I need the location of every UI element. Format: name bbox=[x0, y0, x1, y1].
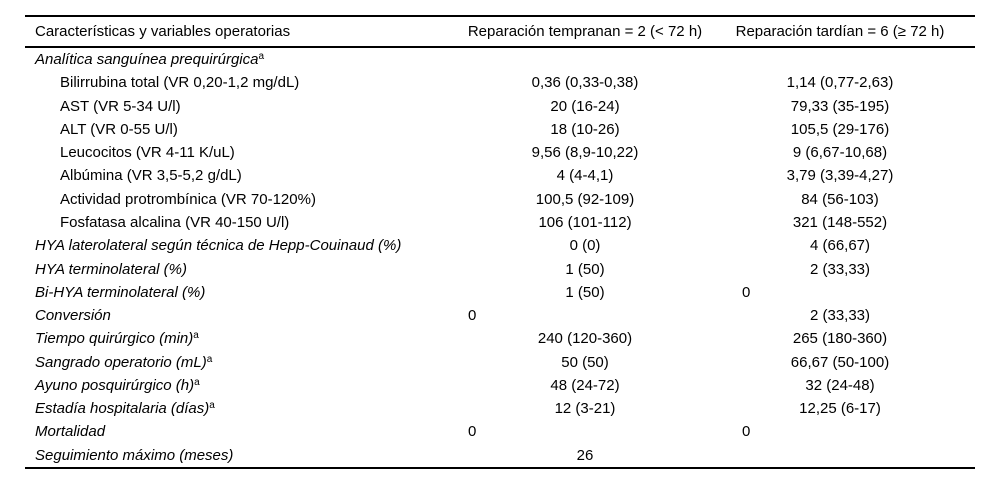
value-early: 4 (4-4,1) bbox=[556, 167, 614, 185]
row-label: Fosfatasa alcalina (VR 40-150 U/l) bbox=[60, 213, 290, 231]
value-early: 0 bbox=[468, 423, 477, 441]
table-row: Fosfatasa alcalina (VR 40-150 U/l) 106 (… bbox=[25, 211, 975, 234]
operative-variables-table: Características y variables operatorias … bbox=[25, 15, 975, 469]
table-header-row: Características y variables operatorias … bbox=[25, 15, 975, 48]
value-late: 32 (24-48) bbox=[805, 376, 875, 394]
row-label: Bilirrubina total (VR 0,20-1,2 mg/dL) bbox=[60, 74, 300, 92]
row-label: HYA laterolateral según técnica de Hepp-… bbox=[35, 237, 402, 255]
row-label: Ayuno posquirúrgico (h)a bbox=[35, 376, 200, 394]
value-late: 1,14 (0,77-2,63) bbox=[786, 74, 894, 92]
value-early: 20 (16-24) bbox=[550, 97, 620, 115]
row-label: Actividad protrombínica (VR 70-120%) bbox=[60, 190, 316, 208]
value-late: 3,79 (3,39-4,27) bbox=[786, 167, 894, 185]
value-late: 4 (66,67) bbox=[809, 237, 871, 255]
value-early: 0 bbox=[468, 307, 477, 325]
column-header-late-repair: Reparación tardían = 6 (≥ 72 h) bbox=[735, 23, 945, 40]
value-early: 1 (50) bbox=[565, 260, 605, 278]
row-label: Seguimiento máximo (meses) bbox=[35, 446, 234, 464]
footnote-marker: a bbox=[194, 376, 200, 388]
row-label: Leucocitos (VR 4-11 K/uL) bbox=[60, 144, 235, 162]
value-early: 100,5 (92-109) bbox=[535, 190, 635, 208]
footnote-marker: a bbox=[258, 51, 265, 63]
row-label: Analítica sanguínea prequirúrgicaa bbox=[35, 51, 265, 69]
table-row: Mortalidad 0 0 bbox=[25, 420, 975, 443]
value-late: 66,67 (50-100) bbox=[790, 353, 890, 371]
table-row: Conversión 0 2 (33,33) bbox=[25, 304, 975, 327]
value-late: 79,33 (35-195) bbox=[790, 97, 890, 115]
value-late: 0 bbox=[742, 423, 751, 441]
value-early: 1 (50) bbox=[565, 283, 605, 301]
row-label: Albúmina (VR 3,5-5,2 g/dL) bbox=[60, 167, 242, 185]
value-late: 105,5 (29-176) bbox=[790, 120, 890, 138]
value-early: 240 (120-360) bbox=[537, 330, 633, 348]
table-row: Seguimiento máximo (meses) 26 bbox=[25, 444, 975, 467]
value-late: 2 (33,33) bbox=[809, 307, 871, 325]
table-row: AST (VR 5-34 U/l) 20 (16-24) 79,33 (35-1… bbox=[25, 95, 975, 118]
table-row: Actividad protrombínica (VR 70-120%) 100… bbox=[25, 188, 975, 211]
value-late: 321 (148-552) bbox=[792, 213, 888, 231]
footnote-marker: a bbox=[209, 400, 215, 412]
value-late: 9 (6,67-10,68) bbox=[792, 144, 888, 162]
row-label: ALT (VR 0-55 U/l) bbox=[60, 120, 178, 138]
value-late: 2 (33,33) bbox=[809, 260, 871, 278]
value-early: 0,36 (0,33-0,38) bbox=[531, 74, 639, 92]
footnote-marker: a bbox=[193, 330, 199, 342]
value-early: 9,56 (8,9-10,22) bbox=[531, 144, 639, 162]
table-row: HYA laterolateral según técnica de Hepp-… bbox=[25, 234, 975, 257]
table-row: Analítica sanguínea prequirúrgicaa bbox=[25, 48, 975, 71]
table-row: Bilirrubina total (VR 0,20-1,2 mg/dL) 0,… bbox=[25, 71, 975, 94]
table-row: Ayuno posquirúrgico (h)a 48 (24-72) 32 (… bbox=[25, 374, 975, 397]
value-early: 18 (10-26) bbox=[550, 120, 620, 138]
table-row: Bi-HYA terminolateral (%) 1 (50) 0 bbox=[25, 281, 975, 304]
value-late: 84 (56-103) bbox=[801, 190, 879, 208]
column-header-early-repair: Reparación tempranan = 2 (< 72 h) bbox=[467, 23, 703, 40]
table-row: ALT (VR 0-55 U/l) 18 (10-26) 105,5 (29-1… bbox=[25, 118, 975, 141]
row-label: Tiempo quirúrgico (min)a bbox=[35, 330, 199, 348]
table-row: HYA terminolateral (%) 1 (50) 2 (33,33) bbox=[25, 257, 975, 280]
row-label: HYA terminolateral (%) bbox=[35, 260, 187, 278]
table-row: Estadía hospitalaria (días)a 12 (3-21) 1… bbox=[25, 397, 975, 420]
value-early: 12 (3-21) bbox=[554, 400, 616, 418]
value-early: 26 bbox=[576, 446, 594, 464]
table-row: Albúmina (VR 3,5-5,2 g/dL) 4 (4-4,1) 3,7… bbox=[25, 164, 975, 187]
value-late: 0 bbox=[742, 283, 751, 301]
value-early: 50 (50) bbox=[561, 353, 609, 371]
value-late: 12,25 (6-17) bbox=[799, 400, 881, 418]
row-label: Estadía hospitalaria (días)a bbox=[35, 400, 215, 418]
footnote-marker: a bbox=[206, 353, 213, 365]
value-late: 265 (180-360) bbox=[792, 330, 888, 348]
column-header-characteristics: Características y variables operatorias bbox=[35, 23, 291, 40]
value-early: 106 (101-112) bbox=[538, 213, 632, 231]
table-row: Tiempo quirúrgico (min)a 240 (120-360) 2… bbox=[25, 327, 975, 350]
row-label: AST (VR 5-34 U/l) bbox=[60, 97, 181, 115]
table-body: Analítica sanguínea prequirúrgicaa Bilir… bbox=[25, 48, 975, 469]
row-label: Sangrado operatorio (mL)a bbox=[35, 353, 213, 371]
row-label: Bi-HYA terminolateral (%) bbox=[35, 283, 206, 301]
value-early: 48 (24-72) bbox=[550, 376, 620, 394]
row-label: Conversión bbox=[35, 307, 111, 325]
value-early: 0 (0) bbox=[569, 237, 601, 255]
row-label: Mortalidad bbox=[35, 423, 106, 441]
table-row: Leucocitos (VR 4-11 K/uL) 9,56 (8,9-10,2… bbox=[25, 141, 975, 164]
table-row: Sangrado operatorio (mL)a 50 (50) 66,67 … bbox=[25, 350, 975, 373]
